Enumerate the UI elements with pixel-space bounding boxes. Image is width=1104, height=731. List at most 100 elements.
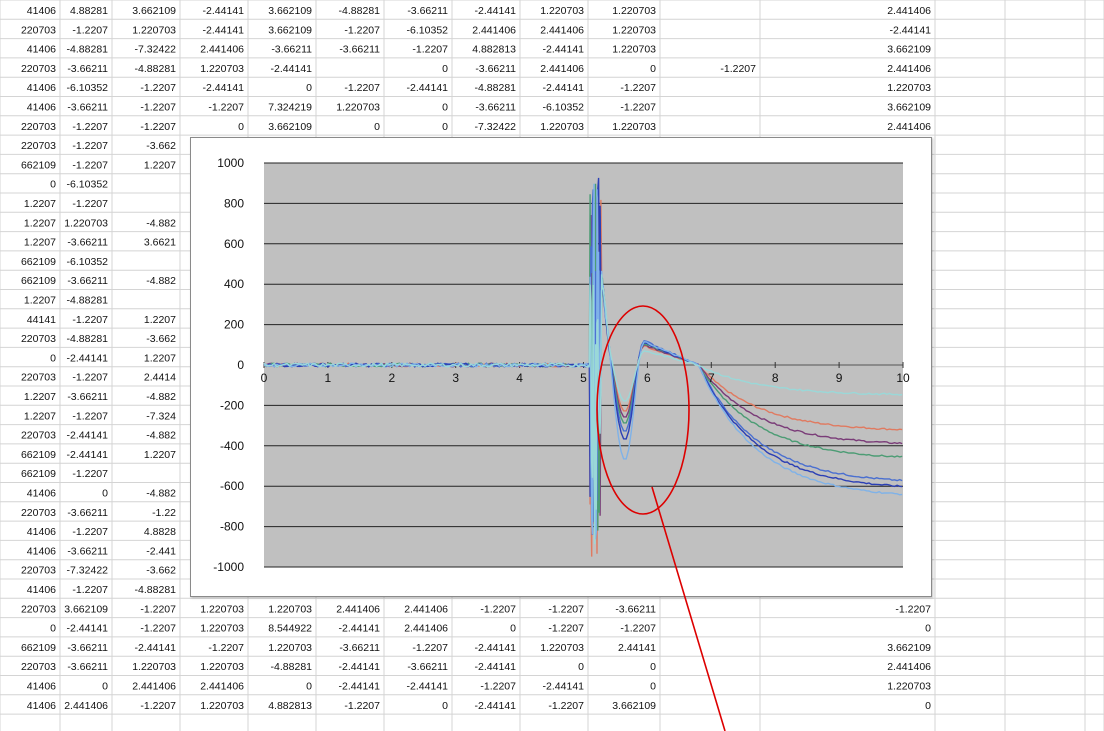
cell-value[interactable]: 4.882813 [268, 700, 312, 712]
cell-value[interactable]: 0 [50, 352, 56, 364]
cell-value[interactable]: -1.2207 [480, 681, 516, 693]
cell-value[interactable]: 41406 [27, 102, 56, 114]
cell-value[interactable]: 4.8828 [144, 526, 176, 538]
cell-value[interactable]: 1.220703 [132, 24, 176, 36]
cell-value[interactable]: 41406 [27, 700, 56, 712]
cell-value[interactable]: -2.44141 [543, 82, 585, 94]
cell-value[interactable]: -1.2207 [140, 82, 176, 94]
cell-value[interactable]: 41406 [27, 526, 56, 538]
cell-value[interactable]: -1.2207 [620, 82, 656, 94]
cell-value[interactable]: -4.882 [146, 488, 176, 500]
cell-value[interactable]: 41406 [27, 488, 56, 500]
cell-value[interactable]: -1.2207 [72, 140, 108, 152]
cell-value[interactable]: -1.2207 [548, 700, 584, 712]
cell-value[interactable]: -6.10352 [67, 256, 109, 268]
cell-value[interactable]: -4.88281 [135, 63, 177, 75]
cell-value[interactable]: -6.10352 [67, 179, 109, 191]
cell-value[interactable]: -1.2207 [72, 198, 108, 210]
cell-value[interactable]: -1.2207 [140, 603, 176, 615]
cell-value[interactable]: 3.662109 [887, 102, 931, 114]
cell-value[interactable]: 1.220703 [200, 623, 244, 635]
cell-value[interactable]: 662109 [21, 468, 56, 480]
cell-value[interactable]: 2.441406 [887, 5, 931, 17]
cell-value[interactable]: 0 [306, 82, 312, 94]
cell-value[interactable]: -3.66211 [271, 44, 312, 56]
cell-value[interactable]: -2.44141 [67, 623, 109, 635]
cell-value[interactable]: 1.220703 [200, 700, 244, 712]
cell-value[interactable]: -6.10352 [543, 102, 585, 114]
cell-value[interactable]: 1.220703 [540, 642, 584, 654]
cell-value[interactable]: -2.44141 [67, 352, 109, 364]
cell-value[interactable]: -3.662 [146, 333, 176, 345]
cell-value[interactable]: -2.44141 [203, 82, 245, 94]
cell-value[interactable]: -1.2207 [72, 526, 108, 538]
cell-value[interactable]: 662109 [21, 159, 56, 171]
cell-value[interactable]: 220703 [21, 63, 56, 75]
cell-value[interactable]: 0 [442, 121, 448, 133]
cell-value[interactable]: -2.44141 [339, 681, 381, 693]
cell-value[interactable]: -1.2207 [412, 642, 448, 654]
cell-value[interactable]: -1.2207 [620, 623, 656, 635]
cell-value[interactable]: -2.44141 [67, 449, 109, 461]
cell-value[interactable]: -6.10352 [407, 24, 449, 36]
cell-value[interactable]: -2.44141 [339, 661, 381, 673]
cell-value[interactable]: -1.2207 [72, 24, 108, 36]
cell-value[interactable]: -4.882 [146, 275, 176, 287]
cell-value[interactable]: -3.66211 [67, 102, 108, 114]
cell-value[interactable]: 2.441406 [540, 24, 584, 36]
cell-value[interactable]: -4.88281 [271, 661, 313, 673]
cell-value[interactable]: 1.220703 [612, 121, 656, 133]
cell-value[interactable]: -1.2207 [72, 468, 108, 480]
cell-value[interactable]: 3.662109 [132, 5, 176, 17]
cell-value[interactable]: -2.44141 [475, 5, 517, 17]
cell-value[interactable]: 1.2207 [144, 449, 176, 461]
cell-value[interactable]: -1.2207 [140, 102, 176, 114]
cell-value[interactable]: -1.2207 [208, 642, 244, 654]
cell-value[interactable]: -2.44141 [271, 63, 313, 75]
cell-value[interactable]: -3.66211 [615, 603, 656, 615]
cell-value[interactable]: 1.220703 [540, 121, 584, 133]
cell-value[interactable]: 3.662109 [268, 121, 312, 133]
cell-value[interactable]: -7.324 [146, 410, 176, 422]
cell-value[interactable]: 41406 [27, 584, 56, 596]
cell-value[interactable]: -1.2207 [208, 102, 244, 114]
cell-value[interactable]: 0 [50, 179, 56, 191]
cell-value[interactable]: 1.220703 [200, 63, 244, 75]
cell-value[interactable]: 220703 [21, 24, 56, 36]
cell-value[interactable]: -3.66211 [67, 661, 108, 673]
cell-value[interactable]: -2.44141 [543, 681, 585, 693]
cell-value[interactable]: 1.2207 [24, 295, 56, 307]
cell-value[interactable]: -1.2207 [620, 102, 656, 114]
cell-value[interactable]: -3.66211 [67, 545, 108, 557]
cell-value[interactable]: 1.2207 [24, 198, 56, 210]
cell-value[interactable]: 0 [442, 700, 448, 712]
cell-value[interactable]: 44141 [27, 314, 56, 326]
cell-value[interactable]: 41406 [27, 5, 56, 17]
cell-value[interactable]: -4.88281 [135, 584, 177, 596]
cell-value[interactable]: 0 [650, 63, 656, 75]
cell-value[interactable]: -4.88281 [67, 333, 109, 345]
cell-value[interactable]: 0 [925, 700, 931, 712]
cell-value[interactable]: 0 [442, 102, 448, 114]
cell-value[interactable]: -4.88281 [339, 5, 381, 17]
cell-value[interactable]: 3.662109 [887, 44, 931, 56]
cell-value[interactable]: 2.441406 [540, 63, 584, 75]
cell-value[interactable]: 1.2207 [24, 410, 56, 422]
cell-value[interactable]: 4.882813 [472, 44, 516, 56]
cell-value[interactable]: -3.66211 [67, 391, 108, 403]
cell-value[interactable]: 3.662109 [268, 24, 312, 36]
cell-value[interactable]: 1.220703 [336, 102, 380, 114]
cell-value[interactable]: -4.882 [146, 430, 176, 442]
cell-value[interactable]: -1.2207 [140, 121, 176, 133]
cell-value[interactable]: -3.66211 [67, 642, 108, 654]
cell-value[interactable]: 1.220703 [132, 661, 176, 673]
cell-value[interactable]: 662109 [21, 642, 56, 654]
cell-value[interactable]: -1.2207 [72, 372, 108, 384]
cell-value[interactable]: 1.220703 [540, 5, 584, 17]
cell-value[interactable]: 8.544922 [268, 623, 312, 635]
cell-value[interactable]: 662109 [21, 256, 56, 268]
cell-value[interactable]: 1.220703 [200, 661, 244, 673]
cell-value[interactable]: -3.66211 [475, 63, 516, 75]
cell-value[interactable]: -2.44141 [203, 5, 245, 17]
cell-value[interactable]: 2.441406 [132, 681, 176, 693]
